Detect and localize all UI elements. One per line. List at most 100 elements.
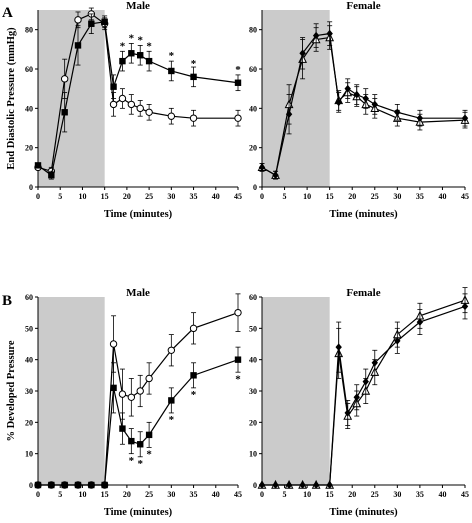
- panel-label-a: A: [2, 5, 13, 21]
- data-point: [34, 481, 42, 489]
- significance-star: *: [146, 40, 152, 52]
- significance-star: *: [129, 455, 135, 467]
- data-point: [74, 42, 82, 49]
- series-filled-diamond: [258, 293, 469, 489]
- y-tick-label: 20: [25, 144, 33, 153]
- x-tick-label: 20: [123, 192, 131, 201]
- data-point: [362, 377, 369, 386]
- series-filled-square: [34, 346, 242, 489]
- data-point: [101, 481, 108, 489]
- x-tick-label: 10: [78, 192, 86, 201]
- y-tick-label: 40: [25, 104, 33, 113]
- data-point: [128, 437, 135, 445]
- y-tick-label: 40: [25, 356, 33, 365]
- data-point: [34, 162, 42, 169]
- data-point: [461, 302, 469, 311]
- y-tick-label: 80: [249, 26, 257, 35]
- data-point: [344, 84, 351, 93]
- x-tick-label: 25: [371, 490, 379, 499]
- data-point: [88, 20, 95, 27]
- series-line: [37, 13, 238, 173]
- data-point: [234, 308, 242, 317]
- data-point: [335, 343, 342, 351]
- y-axis-label: End Diastolic Pressure (mmHg): [6, 27, 17, 170]
- x-tick-label: 35: [190, 192, 198, 201]
- chart-panels: 0 5 10 15 20 25 30 35 40 45 0 20 40 60 80 Male Time (min…: [6, 0, 470, 518]
- chart-a-male: 0 5 10 15 20 25 30 35 40 45 0 20 40 60 80 Male Time (min…: [6, 0, 242, 220]
- data-point: [119, 425, 126, 432]
- chart-title: Female: [346, 0, 380, 12]
- x-tick-label: 5: [283, 192, 287, 201]
- y-tick-label: 0: [253, 481, 257, 490]
- x-tick-label: 30: [167, 490, 175, 499]
- x-tick-label: 0: [36, 490, 40, 499]
- significance-star: *: [235, 64, 241, 76]
- data-point: [110, 384, 117, 392]
- data-point: [145, 374, 153, 383]
- data-point: [61, 109, 68, 116]
- data-point: [48, 481, 55, 489]
- x-tick-label: 40: [438, 192, 446, 201]
- data-point: [258, 481, 266, 489]
- x-tick-label: 15: [101, 490, 109, 499]
- data-point: [326, 29, 333, 38]
- x-tick-label: 20: [348, 490, 356, 499]
- significance-star: *: [120, 40, 126, 52]
- data-point: [118, 390, 127, 398]
- data-point: [74, 481, 82, 489]
- data-point: [136, 104, 144, 113]
- data-point: [74, 16, 82, 24]
- significance-star: *: [137, 35, 143, 47]
- data-point: [189, 114, 198, 122]
- y-tick-label: 0: [253, 183, 257, 192]
- data-point: [137, 52, 144, 59]
- x-tick-label: 15: [326, 490, 334, 499]
- data-point: [344, 409, 351, 417]
- data-point: [371, 100, 378, 109]
- x-axis-label: Time (minutes): [329, 507, 398, 518]
- chart-b-female: 0 5 10 15 20 25 30 35 40 45 0 10 20 30 40 50 60 Female Tim…: [249, 287, 470, 518]
- chart-title: Female: [346, 287, 380, 299]
- data-point: [110, 83, 117, 90]
- data-point: [127, 100, 136, 109]
- ischemia-shading: [38, 10, 105, 187]
- y-tick-label: 40: [249, 356, 257, 365]
- chart-b-male: 0 5 10 15 20 25 30 35 40 45 0 10 20 30 40 50 60 Male Time …: [6, 287, 242, 518]
- y-axis-label: % Developed Pressure: [6, 340, 17, 441]
- x-tick-label: 25: [145, 490, 153, 499]
- data-point: [258, 163, 266, 172]
- data-point: [167, 346, 176, 354]
- data-point: [312, 31, 320, 40]
- data-point: [285, 481, 293, 489]
- y-tick-label: 50: [25, 324, 33, 333]
- data-point: [285, 110, 293, 119]
- data-point: [145, 108, 153, 116]
- series-line: [261, 32, 465, 177]
- data-point: [109, 340, 118, 348]
- x-tick-label: 45: [234, 192, 242, 201]
- ischemia-shading: [38, 297, 105, 485]
- x-axis-label: Time (minutes): [329, 209, 398, 220]
- x-tick-label: 40: [212, 192, 220, 201]
- chart-title: Male: [126, 287, 150, 299]
- data-point: [136, 387, 144, 395]
- x-tick-label: 0: [260, 490, 264, 499]
- series-filled-diamond: [258, 21, 469, 180]
- data-point: [118, 94, 127, 103]
- data-point: [119, 57, 126, 65]
- data-point: [272, 481, 279, 489]
- data-point: [335, 98, 342, 107]
- data-point: [128, 50, 135, 57]
- x-tick-label: 40: [212, 490, 220, 499]
- y-tick-label: 30: [249, 387, 257, 396]
- data-point: [189, 324, 198, 333]
- x-tick-label: 20: [123, 490, 131, 499]
- significance-star: *: [169, 50, 175, 62]
- y-tick-label: 20: [249, 144, 257, 153]
- x-tick-label: 10: [303, 192, 311, 201]
- x-tick-label: 15: [101, 192, 109, 201]
- ischemia-shading: [262, 10, 330, 187]
- significance-star: *: [191, 58, 197, 70]
- data-point: [145, 57, 153, 65]
